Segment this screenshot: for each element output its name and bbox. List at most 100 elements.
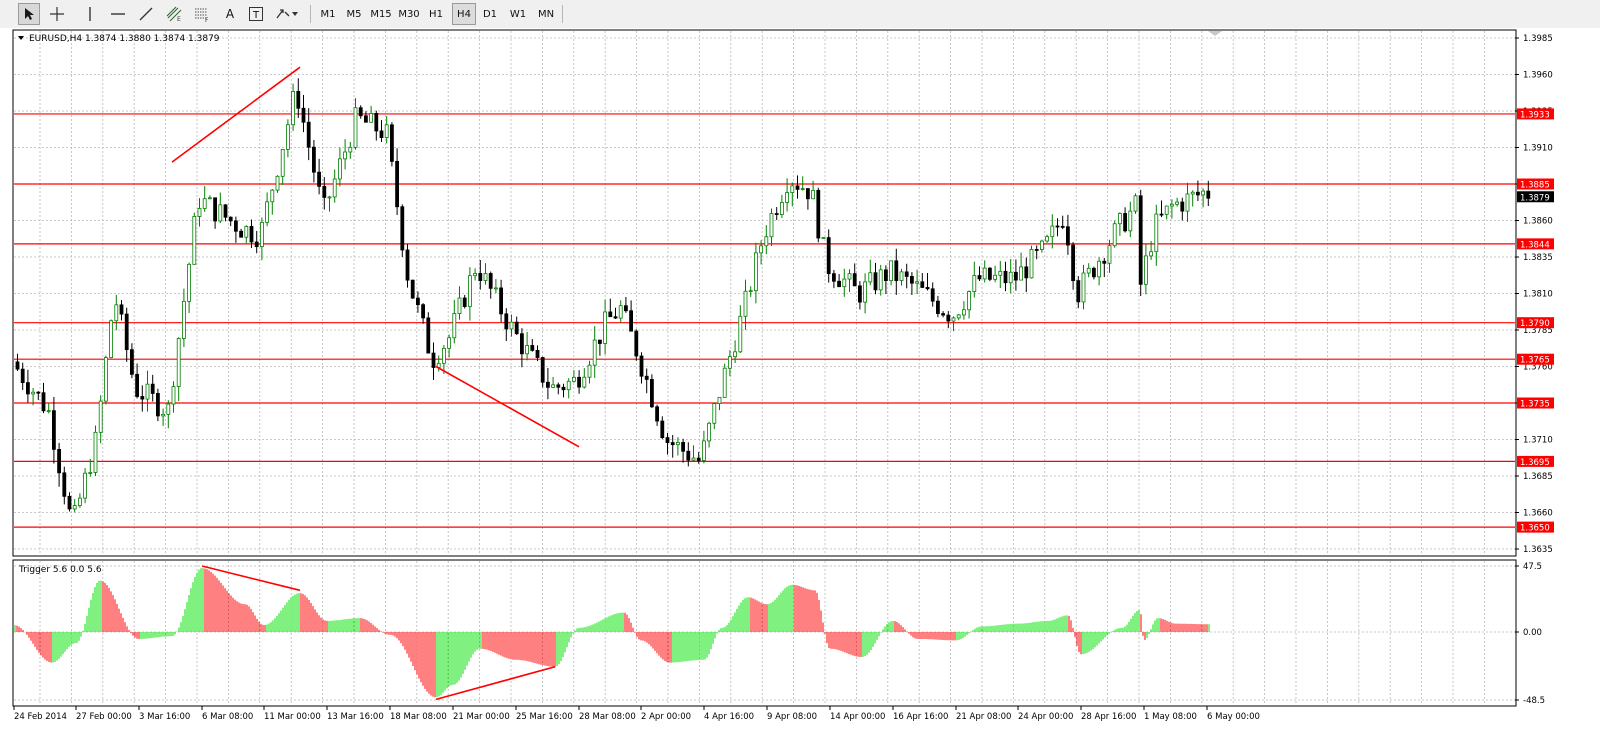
chart-menu-triangle-icon[interactable]	[18, 36, 24, 40]
svg-text:E: E	[177, 16, 181, 22]
candle-bull	[197, 208, 202, 217]
fibonacci-retracement-icon[interactable]: F	[191, 3, 213, 25]
timeframe-h4-button[interactable]: H4	[452, 3, 476, 25]
candle-bull	[244, 226, 249, 238]
candle-bull	[166, 403, 171, 415]
candle-bear	[806, 188, 810, 200]
time-axis-label: 21 Mar 00:00	[453, 712, 510, 722]
text-label-icon[interactable]: T	[245, 3, 267, 25]
candle-bull	[275, 175, 280, 191]
price-axis-label: 1.3710	[1523, 436, 1553, 446]
candle-bear	[624, 305, 628, 312]
candle-bear	[405, 249, 410, 281]
chart-shift-marker[interactable]	[1208, 31, 1222, 36]
timeframe-w1-button[interactable]: W1	[509, 8, 527, 20]
candle-bear	[249, 226, 254, 243]
candle-bear	[530, 345, 535, 351]
candle-bull	[738, 315, 743, 353]
candle-bull	[473, 273, 478, 277]
time-axis-label: 11 Mar 00:00	[264, 712, 321, 722]
candle-bull	[1081, 272, 1086, 303]
horizontal-line-icon[interactable]	[107, 3, 129, 25]
indicator-axis: 47.5 0.00 -48.5	[1515, 562, 1545, 706]
timeframe-mn-button[interactable]: MN	[537, 8, 555, 20]
candle-bear	[478, 273, 483, 281]
candle-bear	[25, 382, 30, 395]
candle-bull	[811, 189, 815, 200]
current-price-tag-text: 1.3879	[1520, 193, 1550, 203]
equidistant-channel-icon[interactable]: E	[163, 3, 185, 25]
candle-bull	[717, 396, 722, 404]
timeframe-m5-button[interactable]: M5	[346, 8, 362, 20]
candle-bear	[20, 368, 25, 384]
candle-bear	[774, 213, 779, 215]
trendline-icon[interactable]	[135, 3, 157, 25]
level-price-tags: 1.3933 1.3885 1.3844 1.3790 1.3765 1.3735 1.36…	[1517, 108, 1554, 534]
current-price-tag	[1517, 191, 1554, 203]
indicator-trendline[interactable]	[435, 665, 556, 701]
crosshair-icon[interactable]	[46, 3, 68, 25]
candle-bear	[306, 121, 311, 148]
candle-bear	[837, 280, 841, 288]
candle-bear	[410, 279, 415, 299]
candle-bear	[228, 216, 233, 222]
price-trendline[interactable]	[171, 66, 301, 163]
time-axis-label: 25 Mar 16:00	[516, 712, 573, 722]
candle-bear	[514, 321, 519, 335]
candle-bull	[369, 113, 374, 123]
timeframe-h1-button[interactable]: H1	[429, 8, 443, 20]
candle-bear	[1034, 249, 1039, 251]
candle-bull	[259, 221, 264, 248]
candle-bear	[52, 410, 56, 450]
candle-bull	[384, 124, 389, 138]
time-axis-label: 13 Mar 16:00	[327, 712, 384, 722]
candle-bull	[192, 216, 197, 265]
candle-bear	[322, 185, 327, 198]
timeframe-m15-button[interactable]: M15	[370, 8, 392, 20]
price-axis-label: 1.3985	[1523, 34, 1553, 44]
arrows-menu-icon[interactable]	[273, 3, 301, 25]
time-axis-label: 28 Apr 16:00	[1081, 712, 1136, 722]
price-axis-label: 1.3760	[1523, 363, 1553, 373]
candle-bull	[1008, 271, 1013, 284]
cursor-arrow-icon[interactable]	[18, 3, 40, 25]
candle-bull	[993, 274, 997, 280]
level-price-tag	[1517, 238, 1554, 250]
candle-bull	[1050, 225, 1055, 238]
level-price-tag	[1517, 353, 1554, 365]
timeframe-d1-button[interactable]: D1	[482, 8, 498, 20]
candle-bull	[592, 339, 597, 366]
candle-bull	[748, 290, 753, 293]
price-trendline[interactable]	[435, 365, 580, 448]
candle-bear	[696, 457, 701, 461]
candle-bull	[1019, 266, 1023, 281]
candle-bull	[754, 252, 758, 292]
level-price-tag-text: 1.3695	[1520, 458, 1550, 468]
candle-bear	[395, 160, 400, 208]
candle-bear	[577, 376, 581, 388]
candle-bull	[712, 403, 717, 424]
candle-bull	[982, 267, 987, 280]
candle-bear	[150, 383, 155, 394]
vertical-line-icon[interactable]	[79, 3, 101, 25]
timeframe-m30-button[interactable]: M30	[398, 8, 420, 20]
indicator-trendline[interactable]	[201, 565, 301, 592]
symbol-header-text: EURUSD,H4 1.3874 1.3880 1.3874 1.3879	[29, 34, 220, 44]
candle-bull	[1201, 190, 1205, 196]
timeframe-m1-button[interactable]: M1	[320, 8, 336, 20]
candle-bear	[1024, 266, 1029, 279]
candle-bull	[676, 442, 680, 446]
candle-bull	[483, 273, 488, 281]
svg-text:F: F	[205, 17, 209, 22]
drawing-tools-group: E F A T	[14, 3, 304, 25]
price-axis-label: 1.3860	[1523, 217, 1553, 227]
candle-bull	[1086, 267, 1091, 274]
candle-bull	[83, 472, 87, 499]
text-tool-icon[interactable]: A	[225, 7, 235, 21]
indicator-panel-frame	[12, 559, 1517, 707]
candle-bear	[504, 313, 509, 330]
candle-bear	[140, 396, 145, 400]
level-price-tag-text: 1.3765	[1520, 356, 1550, 366]
candle-bear	[400, 206, 405, 251]
candle-bull	[998, 270, 1003, 276]
